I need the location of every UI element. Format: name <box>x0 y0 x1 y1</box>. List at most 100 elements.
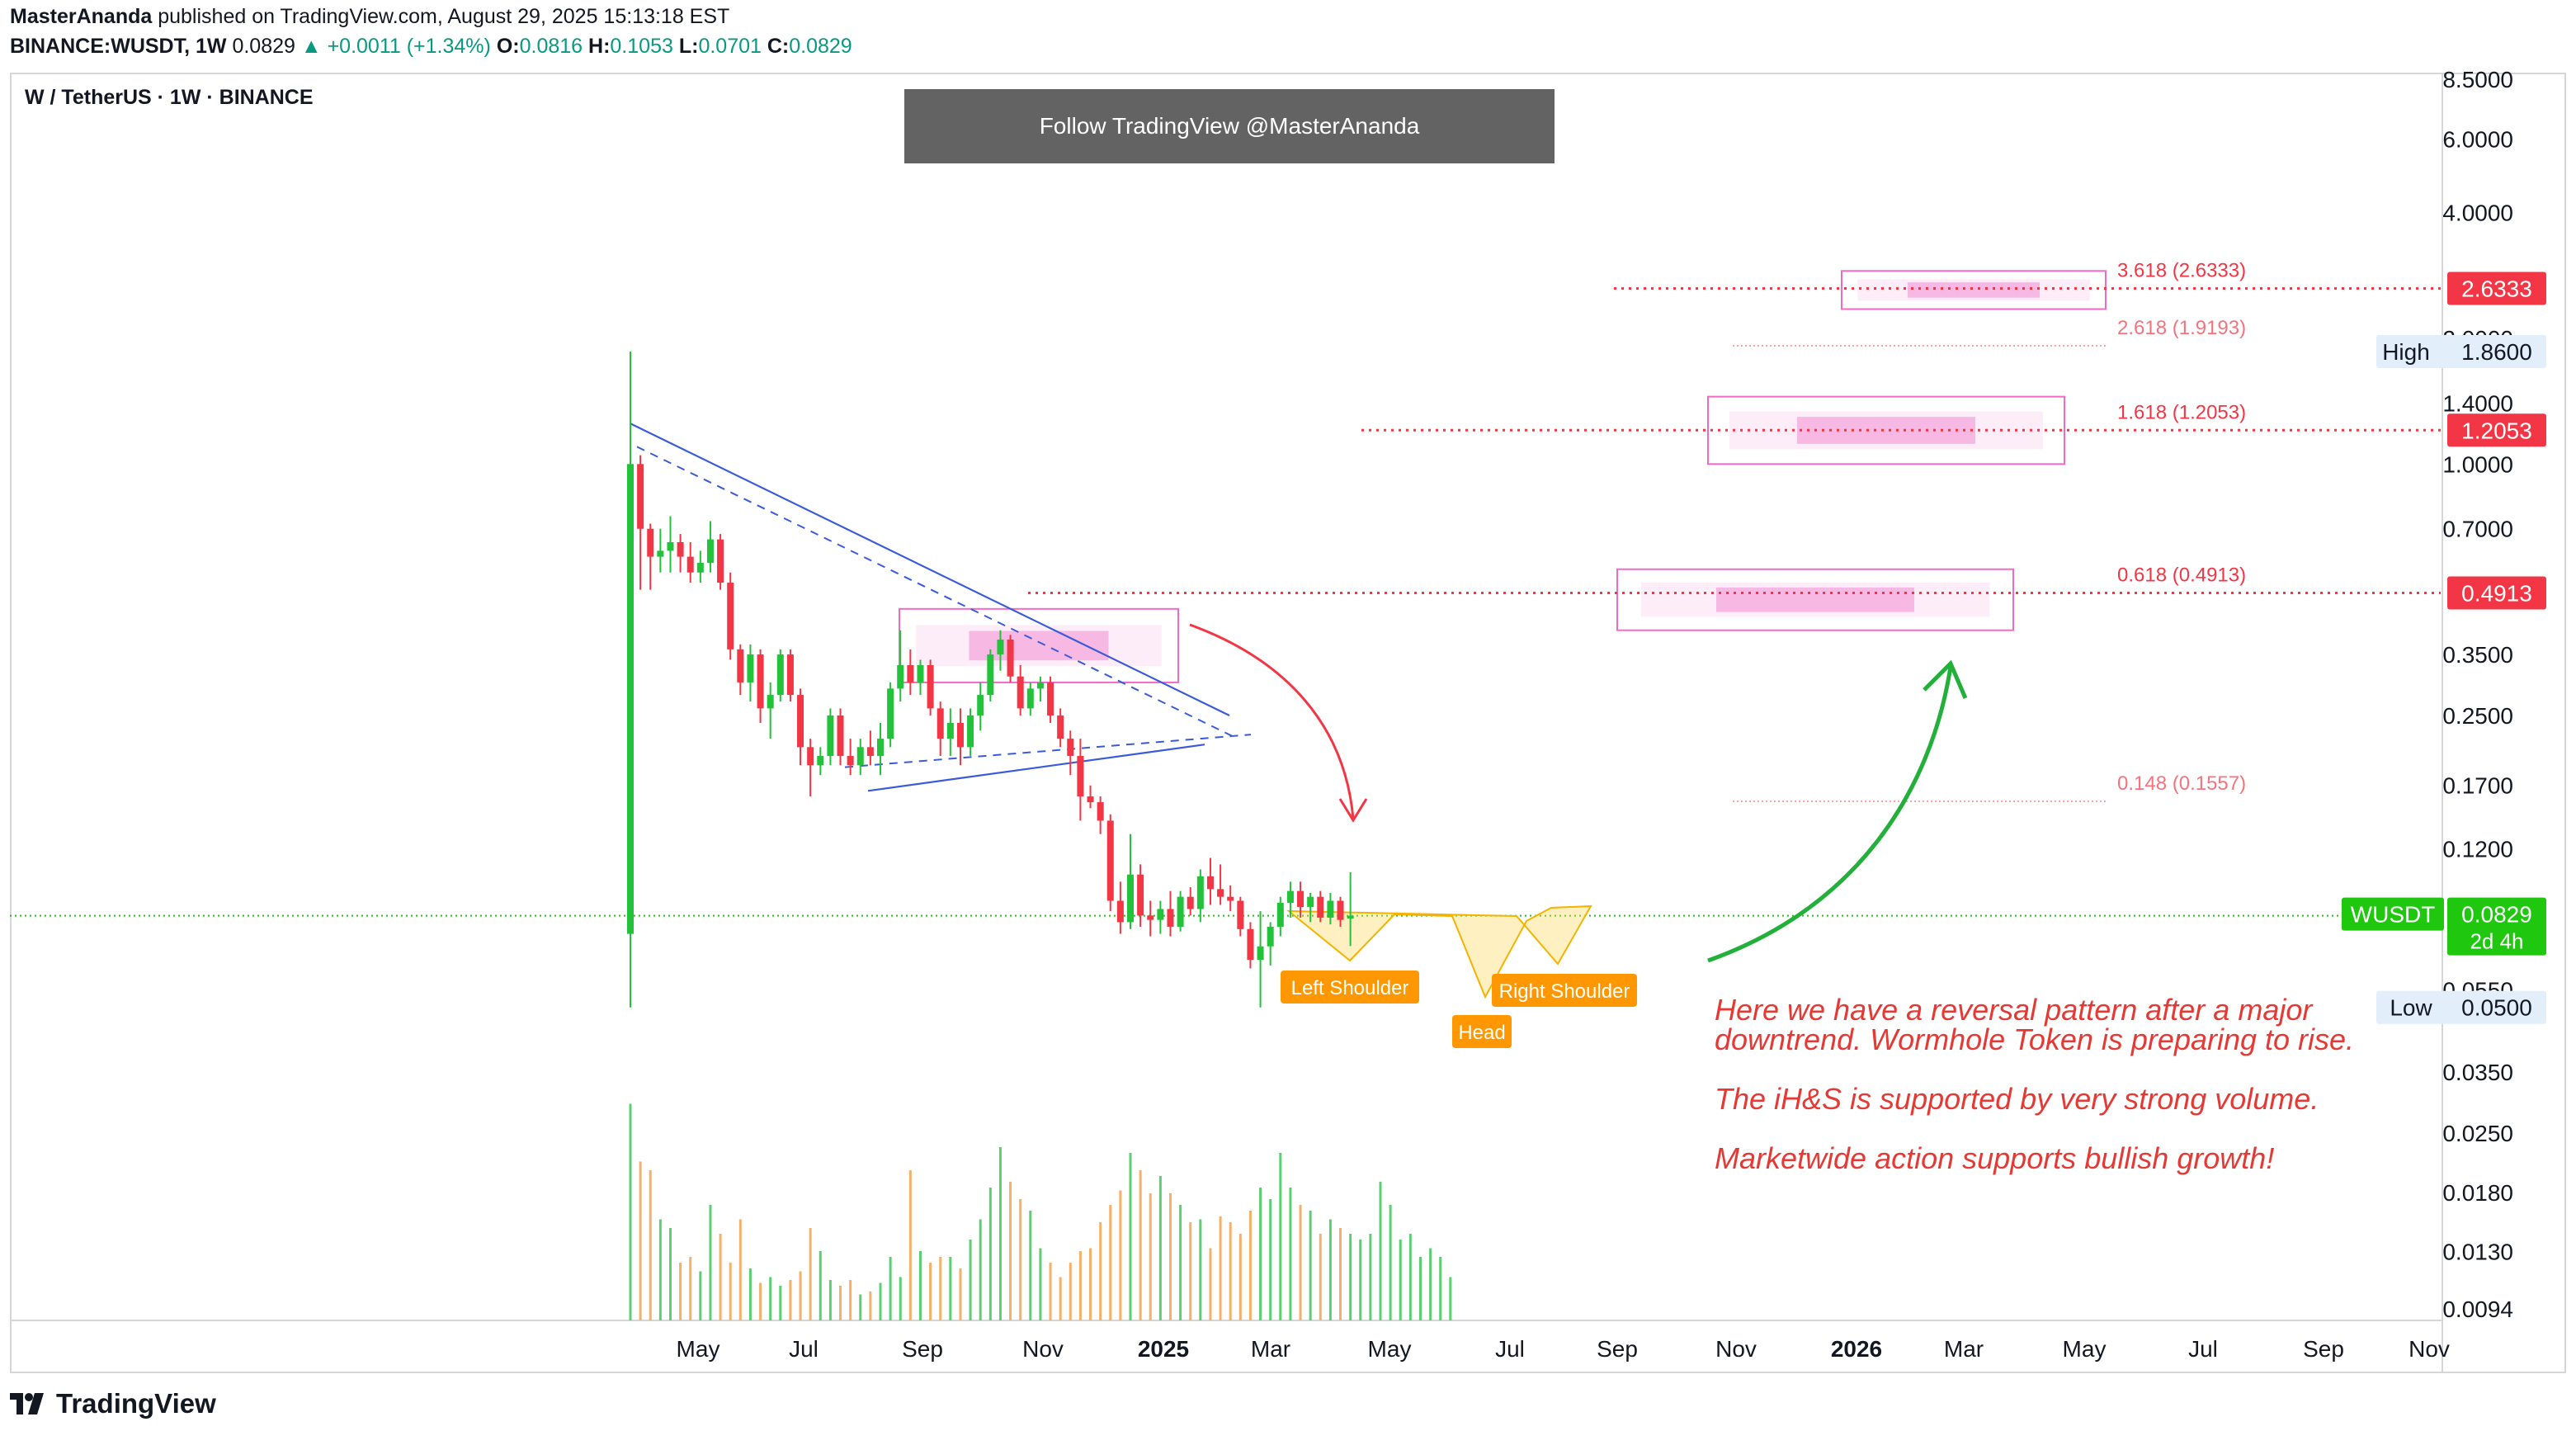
candle-body <box>956 722 964 748</box>
volume-bar <box>998 1147 1002 1320</box>
candle-body <box>937 708 944 739</box>
candle-body <box>837 715 844 757</box>
candle-body <box>637 464 644 529</box>
triangle-upper-dashed-line <box>636 446 1238 739</box>
candle-body <box>1227 896 1234 901</box>
candle-body <box>1196 876 1204 909</box>
candle-body <box>1106 820 1114 901</box>
triangle-lower-dashed-line <box>844 734 1252 768</box>
x-tick-label: Nov <box>1715 1336 1757 1362</box>
price-tag-label: 1.2053 <box>2461 418 2532 443</box>
volume-bar <box>1339 1228 1342 1320</box>
volume-bar <box>658 1219 662 1320</box>
volume-bar <box>1369 1234 1372 1320</box>
high-tag-value: 1.8600 <box>2461 339 2532 365</box>
candle-body <box>696 563 704 573</box>
y-tick-label: 0.0180 <box>2442 1180 2513 1206</box>
y-tick-label: 1.4000 <box>2442 390 2513 416</box>
tradingview-logo[interactable]: TradingView <box>10 1388 216 1419</box>
candle-body <box>1187 896 1194 909</box>
volume-bar <box>1029 1211 1032 1320</box>
volume-bar <box>1069 1263 1072 1320</box>
candle-body <box>727 583 734 649</box>
x-tick-label: May <box>1368 1336 1412 1362</box>
volume-bar <box>1248 1211 1252 1320</box>
target-zone-core <box>1797 417 1975 444</box>
volume-bar <box>1199 1219 1202 1320</box>
current-price-tag <box>2447 897 2546 956</box>
y-tick-label: 0.7000 <box>2442 517 2513 542</box>
bullish-curve-arrow <box>1707 666 1953 963</box>
volume-bar <box>1359 1240 1362 1320</box>
volume-bar <box>1399 1240 1402 1320</box>
volume-bar <box>719 1234 722 1320</box>
volume-bar <box>908 1170 912 1320</box>
volume-bar <box>859 1294 862 1320</box>
y-tick-label: 0.1700 <box>2442 773 2513 799</box>
x-tick-label: Mar <box>1944 1336 1984 1362</box>
candle-body <box>1047 682 1054 716</box>
x-tick-label: Jul <box>1495 1336 1525 1362</box>
x-tick-label: Nov <box>1022 1336 1064 1362</box>
last-price: 0.0829 <box>232 35 295 58</box>
volume-bar <box>839 1286 842 1320</box>
volume-bar <box>1139 1170 1142 1320</box>
candle-body <box>1157 909 1164 920</box>
close-label: C: <box>767 35 790 58</box>
bar-countdown: 2d 4h <box>2470 929 2523 954</box>
low-tag-value: 0.0500 <box>2461 995 2532 1021</box>
candle-body <box>747 654 754 682</box>
low-value: 0.0701 <box>698 35 762 58</box>
candle-body <box>1097 802 1104 821</box>
candle-body <box>967 715 974 748</box>
price-tag-label: 2.6333 <box>2461 276 2532 302</box>
volume-bar <box>979 1219 982 1320</box>
volume-bar <box>789 1280 792 1320</box>
candle-body <box>737 649 744 682</box>
volume-bar <box>969 1240 972 1320</box>
volume-bar <box>738 1219 742 1320</box>
x-tick-label: Jul <box>2188 1336 2218 1362</box>
volume-bar <box>1158 1176 1162 1320</box>
candle-body <box>997 639 1004 655</box>
target-zone-inner <box>1729 411 2044 450</box>
current-price-value: 0.0829 <box>2461 902 2532 928</box>
x-tick-label: 2025 <box>1138 1336 1189 1362</box>
symbol-tag <box>2342 897 2444 931</box>
fib-level-label: 3.618 (2.6333) <box>2117 260 2246 282</box>
volume-bar <box>629 1103 632 1320</box>
follow-banner[interactable]: Follow TradingView @MasterAnanda <box>904 89 1555 163</box>
volume-bar <box>1149 1193 1152 1320</box>
volume-bar <box>1059 1277 1062 1320</box>
fib-level-label: 1.618 (1.2053) <box>2117 401 2246 423</box>
candle-body <box>1337 900 1344 920</box>
volume-bar <box>988 1188 992 1320</box>
volume-bar <box>1109 1205 1112 1320</box>
volume-bar <box>1219 1216 1222 1320</box>
candle-body <box>1167 909 1174 927</box>
volume-bar <box>1289 1188 1292 1320</box>
volume-bar <box>849 1280 852 1320</box>
price-tag <box>2447 272 2546 305</box>
x-tick-label: Nov <box>2409 1336 2450 1362</box>
head-shoulders-pattern <box>1286 904 1592 999</box>
candle-body <box>866 747 874 757</box>
candle-body <box>757 654 764 709</box>
pattern-label-box <box>1492 974 1637 1007</box>
pattern-label-box <box>1281 971 1419 1004</box>
fib-level-label: 0.618 (0.4913) <box>2117 564 2246 587</box>
volume-bar <box>889 1257 892 1320</box>
pattern-label: Head <box>1458 1022 1505 1044</box>
candle-body <box>1217 889 1224 897</box>
volume-bar <box>1309 1211 1312 1320</box>
volume-bar <box>1168 1193 1172 1320</box>
volume-bar <box>1238 1234 1242 1320</box>
volume-bar <box>1269 1199 1272 1320</box>
fib-level-label: 0.148 (0.1557) <box>2117 772 2246 795</box>
candle-body <box>897 664 904 689</box>
author-name[interactable]: MasterAnanda <box>10 5 153 28</box>
triangle-upper-trendline <box>630 423 1230 716</box>
ticker-label: BINANCE:WUSDT, 1W <box>10 35 227 58</box>
target-zone-core <box>1908 282 2040 298</box>
